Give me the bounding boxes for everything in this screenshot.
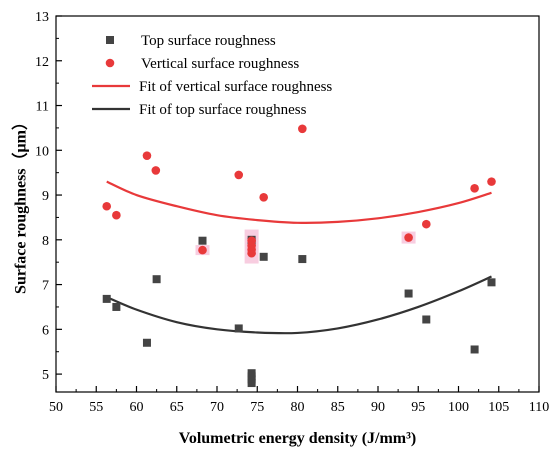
fit-line-vertical xyxy=(106,180,492,224)
x-axis-title: Volumetric energy density (J/mm³) xyxy=(179,430,417,447)
top-roughness-point xyxy=(298,255,307,264)
legend-circle-marker xyxy=(105,58,115,68)
y-tick-label: 7 xyxy=(42,279,49,294)
top-roughness-point xyxy=(234,324,243,333)
vertical-roughness-point xyxy=(470,184,479,193)
top-roughness-point xyxy=(422,315,431,324)
vertical-roughness-point xyxy=(422,219,431,229)
x-tick-label: 65 xyxy=(170,400,184,415)
vertical-roughness-point xyxy=(404,233,413,242)
x-axis: 50 55 60 65 70 75 80 85 90 95 100 105 110 xyxy=(49,386,549,415)
plot-frame xyxy=(55,15,540,393)
vertical-roughness-point xyxy=(247,248,256,258)
y-tick-label: 5 xyxy=(42,368,49,383)
y-axis-title: Surface roughness（μm） xyxy=(12,114,30,294)
legend-entry-fit-vertical: Fit of vertical surface roughness xyxy=(92,79,332,95)
top-roughness-point xyxy=(142,338,151,347)
top-roughness-point xyxy=(112,302,121,311)
x-tick-label: 110 xyxy=(529,400,549,415)
vertical-roughness-point xyxy=(112,210,121,220)
top-roughness-point xyxy=(247,379,256,388)
legend-entry-fit-top: Fit of top surface roughness xyxy=(92,102,307,118)
x-tick-label: 60 xyxy=(130,400,144,415)
x-tick-label: 55 xyxy=(89,400,103,415)
x-tick-label: 75 xyxy=(250,400,264,415)
vertical-roughness-point xyxy=(234,170,244,180)
y-tick-label: 8 xyxy=(42,234,49,249)
legend-label: Vertical surface roughness xyxy=(141,56,299,72)
y-axis: 5 6 7 8 9 10 11 12 13 xyxy=(35,10,62,383)
x-tick-label: 50 xyxy=(49,400,63,415)
top-roughness-point xyxy=(470,345,479,354)
legend-entry-top-surface: Top surface roughness xyxy=(106,33,276,49)
y-tick-label: 11 xyxy=(36,100,49,115)
vertical-roughness-point xyxy=(259,192,268,202)
x-tick-label: 85 xyxy=(331,400,345,415)
top-roughness-point xyxy=(102,294,111,303)
x-tick-label: 105 xyxy=(488,400,509,415)
top-roughness-point xyxy=(259,252,268,261)
legend-label: Fit of top surface roughness xyxy=(139,102,307,118)
vertical-roughness-point xyxy=(198,245,207,255)
top-roughness-point xyxy=(198,236,207,245)
top-roughness-point xyxy=(404,289,413,298)
vertical-roughness-point xyxy=(102,201,112,211)
y-tick-label: 12 xyxy=(35,55,49,70)
vertical-roughness-point xyxy=(142,151,152,160)
x-tick-label: 70 xyxy=(210,400,224,415)
y-tick-label: 10 xyxy=(35,144,49,159)
legend-label: Fit of vertical surface roughness xyxy=(139,79,332,95)
vertical-roughness-point xyxy=(151,166,161,175)
y-tick-label: 9 xyxy=(42,189,49,204)
legend-label: Top surface roughness xyxy=(141,33,276,49)
y-tick-label: 13 xyxy=(35,10,49,25)
vertical-roughness-point xyxy=(298,124,307,134)
fit-line-top xyxy=(106,275,492,335)
x-tick-label: 100 xyxy=(448,400,469,415)
x-tick-label: 90 xyxy=(371,400,385,415)
top-roughness-point xyxy=(152,275,161,284)
x-tick-label: 80 xyxy=(291,400,305,415)
legend: Top surface roughness Vertical surface ro… xyxy=(92,33,332,118)
y-tick-label: 6 xyxy=(42,323,49,338)
x-tick-label: 95 xyxy=(411,400,425,415)
data-markers xyxy=(102,124,496,388)
fit-lines xyxy=(106,180,492,335)
vertical-roughness-point xyxy=(487,177,496,186)
legend-square-marker xyxy=(106,36,114,44)
legend-entry-vertical-surface: Vertical surface roughness xyxy=(105,56,299,72)
top-roughness-point xyxy=(487,278,496,287)
